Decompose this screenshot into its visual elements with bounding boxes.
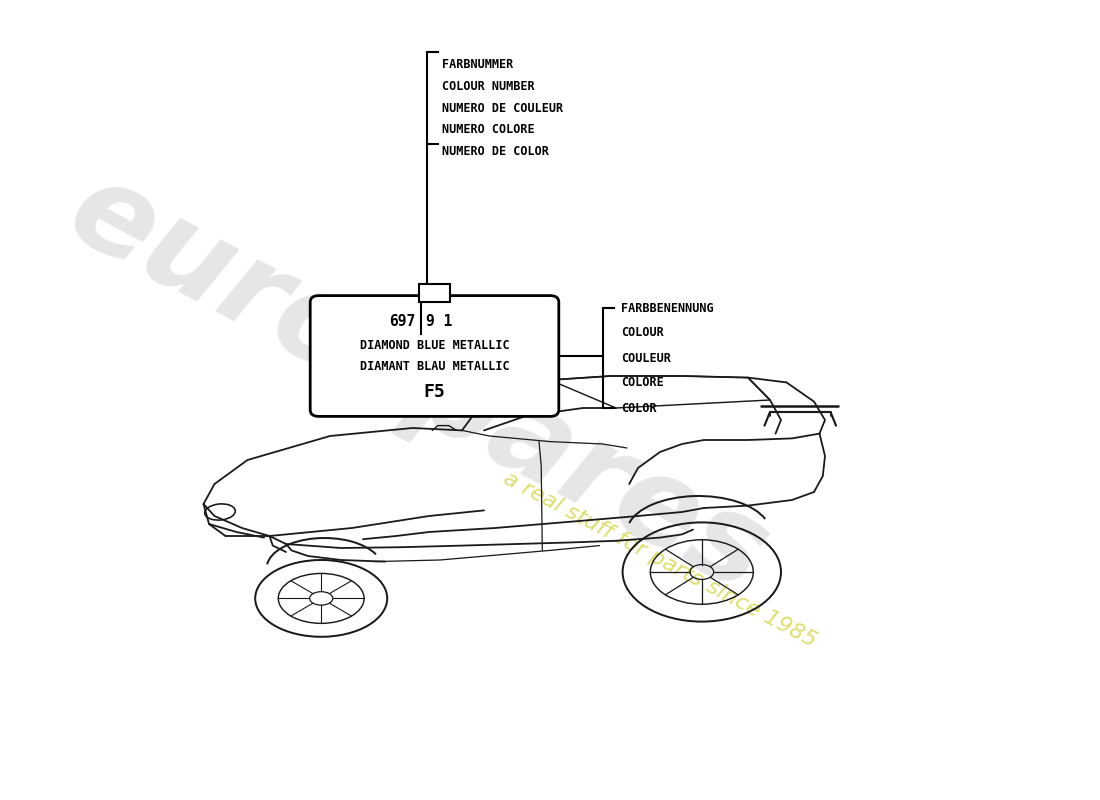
Text: FARBBENENNUNG: FARBBENENNUNG bbox=[621, 302, 714, 314]
Bar bbox=[419, 284, 450, 302]
Text: DIAMANT BLAU METALLIC: DIAMANT BLAU METALLIC bbox=[360, 360, 509, 374]
Text: 9 1: 9 1 bbox=[426, 314, 452, 329]
Text: COLORE: COLORE bbox=[621, 377, 664, 390]
Text: COLOUR NUMBER: COLOUR NUMBER bbox=[442, 80, 535, 93]
FancyBboxPatch shape bbox=[310, 295, 559, 416]
Text: COLOR: COLOR bbox=[621, 402, 657, 414]
Text: NUMERO DE COULEUR: NUMERO DE COULEUR bbox=[442, 102, 563, 114]
Text: NUMERO COLORE: NUMERO COLORE bbox=[442, 123, 535, 136]
Text: COLOUR: COLOUR bbox=[621, 326, 664, 339]
Text: NUMERO DE COLOR: NUMERO DE COLOR bbox=[442, 145, 549, 158]
Text: COULEUR: COULEUR bbox=[621, 351, 671, 365]
Text: DIAMOND BLUE METALLIC: DIAMOND BLUE METALLIC bbox=[360, 338, 509, 352]
Text: F5: F5 bbox=[424, 382, 446, 401]
Text: 697: 697 bbox=[389, 314, 415, 329]
Text: FARBNUMMER: FARBNUMMER bbox=[442, 58, 514, 71]
Text: eurospares: eurospares bbox=[50, 151, 786, 617]
Text: a real stuff for parts since 1985: a real stuff for parts since 1985 bbox=[500, 469, 820, 651]
